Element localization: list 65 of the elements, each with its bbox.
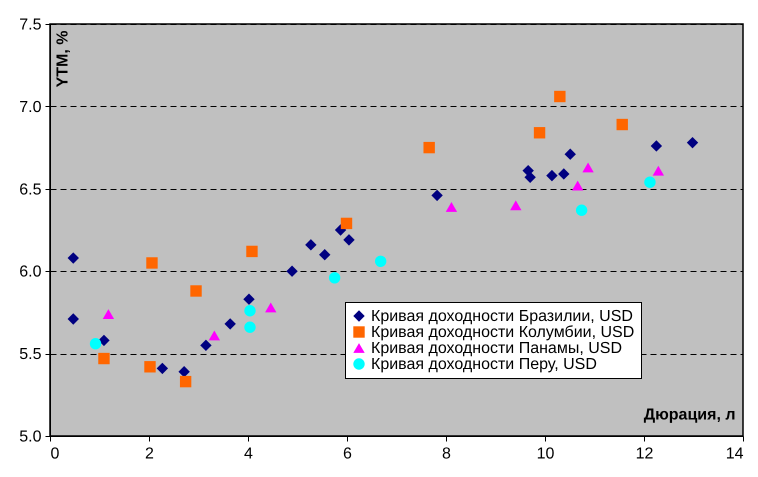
point — [554, 90, 566, 102]
point — [343, 234, 355, 246]
y-tick-label: 7.0 — [19, 98, 42, 116]
point — [423, 142, 435, 154]
point — [510, 200, 522, 210]
point — [68, 313, 79, 325]
point — [576, 204, 588, 216]
x-tick-label: 12 — [636, 446, 654, 462]
point — [190, 285, 202, 297]
point — [546, 170, 558, 182]
y-tick-label: 7.5 — [19, 16, 42, 34]
point — [582, 162, 594, 172]
y-tick-label: 6.5 — [19, 181, 42, 198]
point — [644, 176, 656, 188]
point — [446, 202, 458, 212]
point — [374, 256, 386, 267]
point — [90, 338, 102, 350]
point — [68, 252, 79, 264]
point — [144, 361, 156, 372]
y-tick-label: 6.0 — [19, 264, 42, 281]
x-tick-label: 4 — [244, 446, 254, 462]
x-tick-label: 8 — [442, 446, 452, 462]
point — [208, 330, 220, 340]
point — [524, 172, 536, 183]
x-axis-title: Дюрация, л — [644, 406, 736, 424]
y-tick-label: 5.0 — [19, 428, 42, 446]
point — [652, 166, 664, 176]
x-tick-label: 2 — [145, 446, 154, 462]
point — [558, 168, 570, 180]
point — [246, 246, 258, 258]
legend-label: Кривая доходности Перу, USD — [371, 356, 597, 373]
point — [200, 340, 212, 352]
legend-label: Кривая доходности Бразилии, USD — [371, 308, 633, 325]
point — [102, 309, 114, 319]
point — [328, 272, 340, 284]
x-tick-label: 10 — [536, 446, 554, 462]
x-tick-label: 0 — [50, 446, 60, 462]
point — [98, 334, 110, 346]
y-tick-label: 5.5 — [19, 346, 42, 364]
point — [431, 190, 443, 202]
point — [616, 118, 628, 130]
point — [534, 127, 546, 138]
point — [686, 136, 698, 148]
point — [265, 302, 276, 312]
legend-label: Кривая доходности Панамы, USD — [371, 340, 622, 357]
x-tick-label: 6 — [343, 446, 352, 462]
point — [286, 266, 298, 277]
point — [340, 218, 352, 230]
point — [244, 322, 256, 333]
point — [178, 366, 190, 378]
point — [243, 294, 255, 305]
point — [305, 239, 317, 251]
point — [156, 362, 168, 374]
point — [319, 249, 330, 260]
point — [146, 257, 158, 269]
point — [564, 148, 576, 160]
point — [224, 318, 236, 330]
x-tick-label: 14 — [726, 446, 744, 462]
legend-label: Кривая доходности Колумбии, USD — [371, 324, 634, 341]
y-axis-title: YTM, % — [54, 30, 72, 88]
point — [98, 352, 110, 364]
point — [180, 376, 192, 388]
point — [650, 140, 662, 152]
point — [244, 305, 256, 316]
point — [572, 180, 584, 190]
